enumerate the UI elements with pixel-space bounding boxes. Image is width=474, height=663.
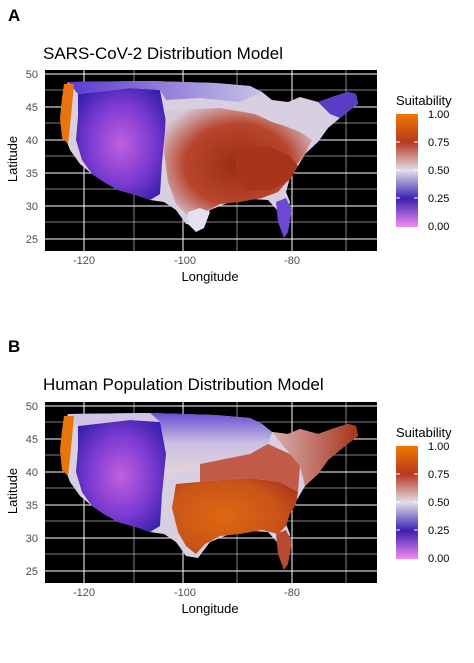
panel-b-region-northern-plains bbox=[150, 413, 272, 474]
panel-b-letter: B bbox=[8, 337, 21, 356]
panel-b-legend-colorbar bbox=[396, 446, 418, 559]
panel-b-ytick-35: 35 bbox=[26, 500, 38, 512]
panel-b-x-ticks: -120 -100 -80 bbox=[73, 587, 300, 599]
panel-a-legend: Suitability 1.00 0.75 0.50 0.25 0.00 bbox=[396, 93, 452, 233]
panel-b-us-map bbox=[60, 413, 358, 570]
panel-a-legend-label-100: 1.00 bbox=[428, 109, 449, 121]
panel-b-region-florida bbox=[276, 530, 292, 570]
panel-b-legend-label-100: 1.00 bbox=[428, 441, 449, 453]
panel-a-map: 50 45 40 35 30 25 -120 -100 -80 Longitud… bbox=[5, 69, 452, 284]
panel-a-legend-colorbar bbox=[396, 114, 418, 227]
panel-a-x-ticks: -120 -100 -80 bbox=[73, 255, 300, 267]
panel-b-region-northeast bbox=[272, 424, 358, 486]
panel-a-ytick-35: 35 bbox=[26, 168, 38, 180]
panel-a-region-southeast bbox=[236, 146, 298, 190]
panel-a-xtick-120: -120 bbox=[73, 255, 95, 267]
panel-a-legend-label-050: 0.50 bbox=[428, 165, 449, 177]
panel-b-map: 50 45 40 35 30 25 -120 -100 -80 Longitud… bbox=[5, 401, 452, 616]
panel-a-xtick-80: -80 bbox=[284, 255, 300, 267]
panel-b-legend: Suitability 1.00 0.75 0.50 0.25 0.00 bbox=[396, 425, 452, 565]
panel-b-region-south bbox=[172, 478, 298, 554]
panel-b-legend-label-000: 0.00 bbox=[428, 553, 449, 565]
panel-b-region-central bbox=[200, 444, 300, 492]
panel-b-legend-title: Suitability bbox=[396, 425, 452, 440]
panel-b-y-axis-title: Latitude bbox=[5, 468, 20, 514]
panel-b-legend-label-050: 0.50 bbox=[428, 497, 449, 509]
panel-b-ytick-25: 25 bbox=[26, 566, 38, 578]
panel-b-xtick-80: -80 bbox=[284, 587, 300, 599]
panel-b-legend-label-025: 0.25 bbox=[428, 525, 449, 537]
panel-b-title: Human Population Distribution Model bbox=[43, 375, 324, 394]
panel-b-ytick-30: 30 bbox=[26, 533, 38, 545]
panel-a-ytick-40: 40 bbox=[26, 135, 38, 147]
panel-a-xtick-100: -100 bbox=[174, 255, 196, 267]
panel-b-ytick-40: 40 bbox=[26, 467, 38, 479]
panel-a-y-axis-title: Latitude bbox=[5, 136, 20, 182]
panel-a-ytick-25: 25 bbox=[26, 234, 38, 246]
panel-a-title: SARS-CoV-2 Distribution Model bbox=[43, 44, 283, 63]
panel-b-region-northwest bbox=[68, 413, 160, 426]
panel-b-ytick-50: 50 bbox=[26, 401, 38, 413]
panel-a-us-map bbox=[60, 81, 358, 238]
panel-b-region-west bbox=[76, 420, 166, 532]
panel-b-xtick-120: -120 bbox=[73, 587, 95, 599]
panel-a-legend-label-075: 0.75 bbox=[428, 137, 449, 149]
panel-a-y-ticks: 50 45 40 35 30 25 bbox=[26, 69, 38, 246]
panel-a-ytick-30: 30 bbox=[26, 201, 38, 213]
panel-a-region-northeast bbox=[318, 92, 358, 118]
panel-b-y-ticks: 50 45 40 35 30 25 bbox=[26, 401, 38, 578]
panel-a-x-axis-title: Longitude bbox=[181, 269, 238, 284]
panel-b-x-axis-title: Longitude bbox=[181, 601, 238, 616]
panel-a-region-texas-south bbox=[188, 208, 210, 232]
panel-a-legend-title: Suitability bbox=[396, 93, 452, 108]
panel-a-ytick-50: 50 bbox=[26, 69, 38, 81]
panel-a-region-west-coast bbox=[60, 84, 74, 144]
panel-a-region-northwest bbox=[68, 81, 262, 102]
panel-b-region-west-coast bbox=[60, 416, 74, 476]
panel-a-region-florida bbox=[276, 198, 292, 238]
panel-b-ytick-45: 45 bbox=[26, 434, 38, 446]
panel-a-ytick-45: 45 bbox=[26, 102, 38, 114]
panel-a-legend-label-025: 0.25 bbox=[428, 193, 449, 205]
panel-b-xtick-100: -100 bbox=[174, 587, 196, 599]
panel-b-legend-label-075: 0.75 bbox=[428, 469, 449, 481]
panel-a-region-west bbox=[76, 88, 166, 200]
panel-a-letter: A bbox=[8, 6, 21, 25]
panel-a-legend-label-000: 0.00 bbox=[428, 221, 449, 233]
